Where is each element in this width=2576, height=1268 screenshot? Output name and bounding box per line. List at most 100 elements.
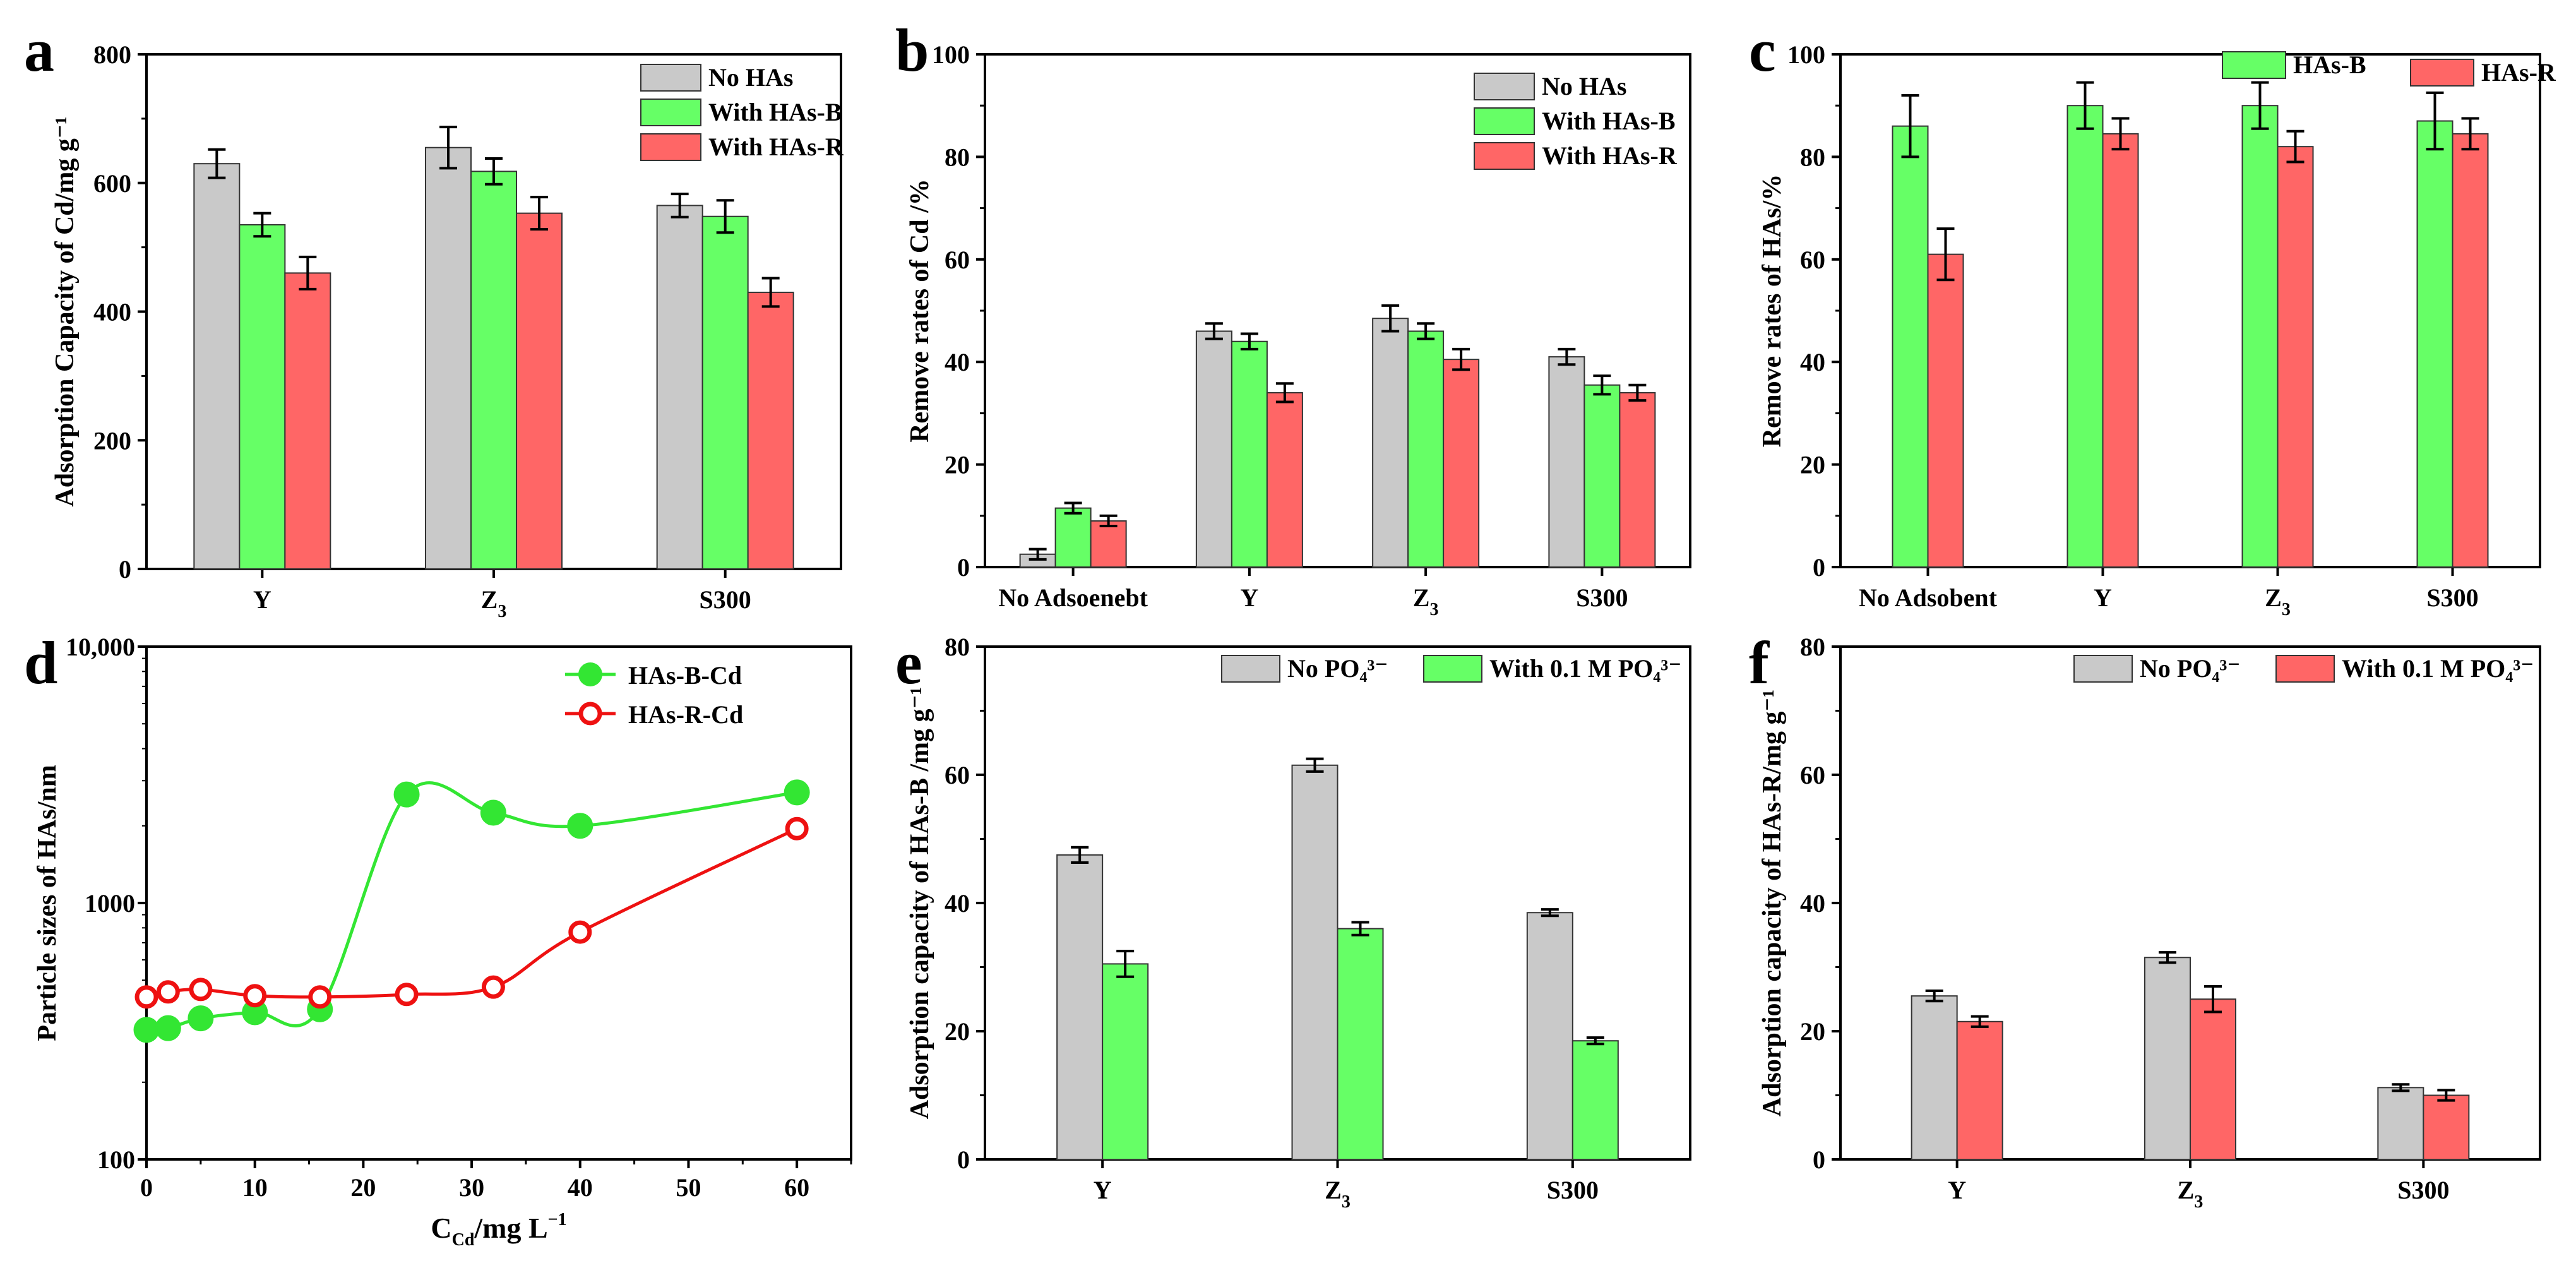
x-category-label: S300 <box>2397 1176 2449 1204</box>
y-tick-label: 80 <box>1800 143 1825 171</box>
bar <box>1619 392 1656 568</box>
bar <box>1571 1040 1619 1160</box>
bar <box>193 163 241 570</box>
y-tick-label: 60 <box>1800 761 1825 789</box>
legend-label: With 0.1 M PO₄³⁻ <box>1489 654 1681 683</box>
legend-label: No HAs <box>708 63 793 92</box>
legend-label: With HAs-B <box>1542 107 1676 135</box>
x-category-label: S300 <box>700 585 751 614</box>
y-tick-label: 60 <box>945 761 970 789</box>
y-tick-label: 1000 <box>85 889 135 918</box>
data-point <box>189 978 213 1002</box>
bar <box>1956 1020 2003 1161</box>
bar <box>2190 998 2236 1160</box>
bar <box>1526 912 1573 1160</box>
bar <box>1102 963 1149 1161</box>
legend-label: No HAs <box>1542 72 1626 100</box>
legend-swatch <box>1221 655 1280 683</box>
bar <box>1195 330 1232 568</box>
legend-label: HAs-B <box>2293 51 2366 79</box>
x-tick-label: 0 <box>140 1173 153 1202</box>
legend-label: HAs-B-Cd <box>628 661 742 690</box>
bar <box>239 224 286 570</box>
legend-swatch <box>640 99 701 126</box>
legend-swatch <box>2275 655 2335 683</box>
bar <box>2416 120 2454 568</box>
legend-label: With HAs-R <box>1542 141 1678 170</box>
x-category-label: S300 <box>1576 583 1628 612</box>
panel-letter-b: b <box>895 16 929 84</box>
x-category-label: Z3 <box>481 585 507 621</box>
bar <box>1337 928 1384 1160</box>
x-tick-label: 40 <box>568 1173 593 1202</box>
bar <box>1291 764 1339 1160</box>
y-tick-label: 60 <box>945 246 970 274</box>
legend-swatch <box>2410 59 2474 87</box>
bar <box>2066 105 2104 568</box>
data-point <box>395 983 419 1007</box>
y-tick-label: 100 <box>1787 40 1825 69</box>
y-tick-label: 200 <box>93 426 131 455</box>
legend-label: With HAs-B <box>708 98 842 126</box>
x-category-label: Y <box>1948 1176 1966 1204</box>
bar <box>701 215 749 570</box>
y-tick-label: 100 <box>932 40 970 69</box>
y-axis-label: Adsorption capacity of HAs-B /mg g⁻¹ <box>905 687 934 1120</box>
y-tick-label: 80 <box>1800 633 1825 661</box>
x-category-label: Z3 <box>2265 583 2291 619</box>
bar <box>2102 133 2139 568</box>
y-tick-label: 80 <box>945 633 970 661</box>
legend-swatch <box>1474 73 1535 100</box>
legend-label: With 0.1 M PO₄³⁻ <box>2342 654 2534 683</box>
data-point <box>134 985 158 1009</box>
data-point <box>785 816 809 840</box>
bar <box>1056 854 1104 1160</box>
bar <box>2452 133 2489 568</box>
data-point <box>784 779 810 806</box>
x-category-label: S300 <box>2426 583 2478 612</box>
y-tick-label: 400 <box>93 298 131 326</box>
data-point <box>133 1017 160 1043</box>
y-axis-label: Remove rates of Cd /% <box>905 179 934 443</box>
x-category-label: No Adsobent <box>1859 583 1998 612</box>
y-tick-label: 20 <box>1800 451 1825 479</box>
y-tick-label: 800 <box>93 40 131 69</box>
legend-marker <box>578 702 602 726</box>
legend-swatch <box>2073 655 2133 683</box>
data-point <box>568 920 592 944</box>
data-point <box>243 984 267 1008</box>
bar <box>1407 330 1445 568</box>
y-tick-label: 60 <box>1800 246 1825 274</box>
y-tick-label: 0 <box>1813 553 1825 582</box>
panel-d: d Particle sizes of HAs/nm 0 10 20 30 40 50 60 10… <box>24 629 852 1250</box>
bar <box>425 147 472 570</box>
bar <box>1892 125 1929 568</box>
x-category-label: Z3 <box>1325 1176 1351 1212</box>
bar <box>1090 520 1127 568</box>
x-tick-label: 50 <box>676 1173 701 1202</box>
bar <box>2277 146 2314 568</box>
data-point <box>155 1015 181 1041</box>
bar <box>656 205 703 570</box>
data-point <box>308 985 332 1009</box>
bar <box>1548 356 1585 568</box>
panel-d-frame <box>145 645 852 1161</box>
panel-letter-f: f <box>1749 629 1770 697</box>
y-tick-label: 0 <box>957 553 970 582</box>
x-category-label: Y <box>1094 1176 1112 1204</box>
data-point <box>188 1005 214 1032</box>
y-tick-label: 20 <box>945 1017 970 1046</box>
legend-label: HAs-R <box>2481 58 2556 87</box>
series-line <box>146 827 798 999</box>
panel-a: 0 200 400 600 800 a Adsorption Capacity of Cd/… <box>24 16 844 621</box>
y-tick-label: 40 <box>1800 348 1825 376</box>
bar <box>2241 105 2279 568</box>
panel-letter-d: d <box>24 629 57 697</box>
bar <box>1583 384 1621 568</box>
legend-swatch <box>1423 655 1482 683</box>
panel-letter-c: c <box>1749 16 1776 84</box>
x-category-label: No Adsoenebt <box>998 583 1148 612</box>
bar <box>1054 507 1092 568</box>
